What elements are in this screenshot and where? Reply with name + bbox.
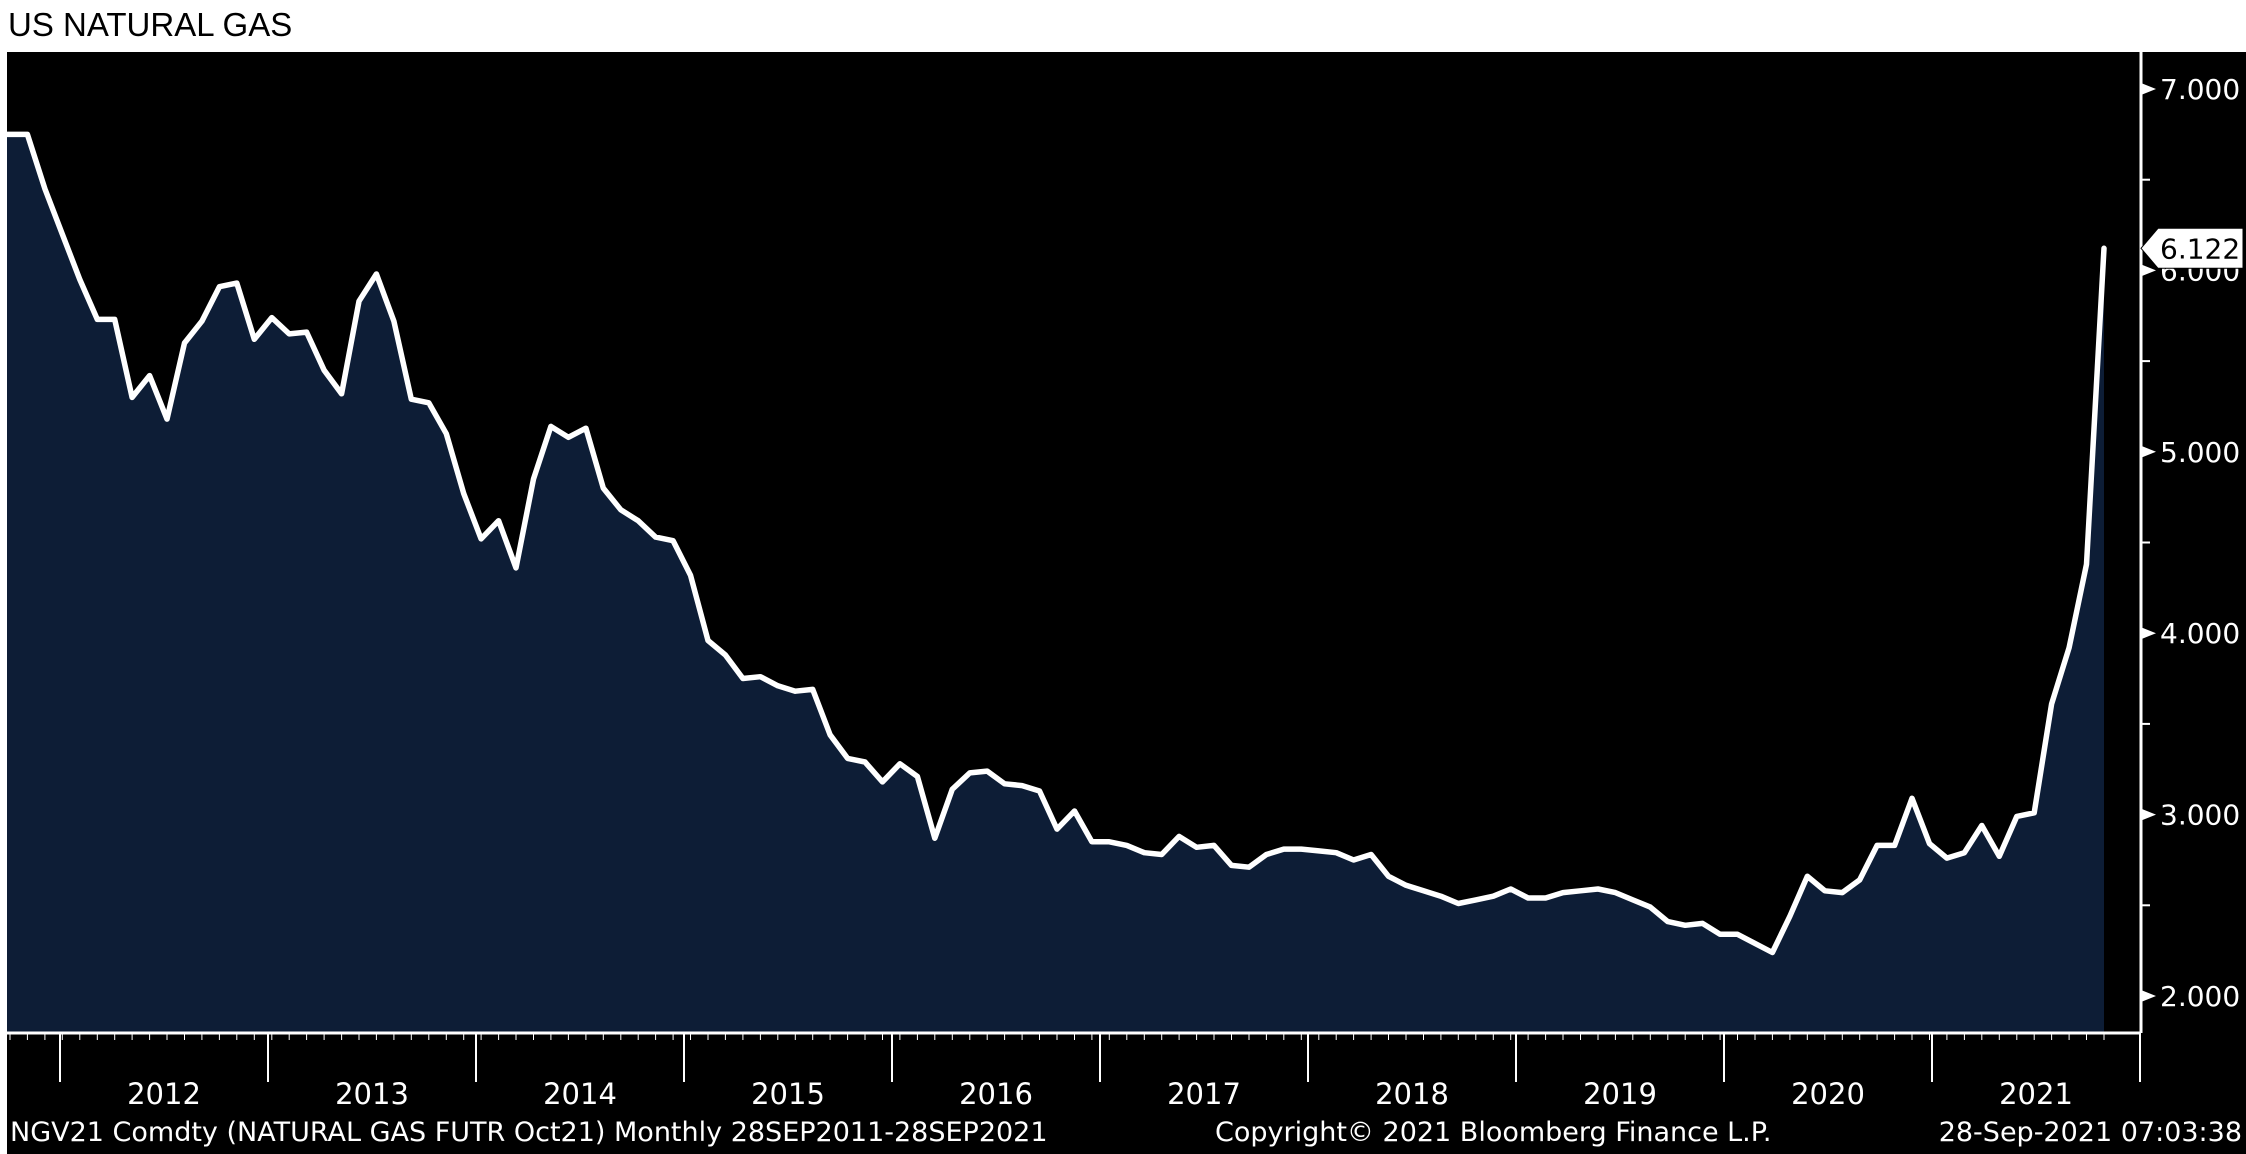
y-tick-label: 2.000 (2160, 980, 2240, 1013)
last-value-tag (2140, 227, 2244, 269)
x-tick-label: 2018 (1375, 1077, 1449, 1111)
footer-timestamp: 28-Sep-2021 07:03:38 (1938, 1117, 2242, 1148)
x-tick-label: 2017 (1167, 1077, 1241, 1111)
footer-copyright: Copyright© 2021 Bloomberg Finance L.P. (1215, 1117, 1772, 1148)
series-area (7, 134, 2104, 1032)
y-tick (2141, 445, 2156, 458)
x-tick-label: 2015 (751, 1077, 825, 1111)
y-tick (2141, 83, 2156, 95)
y-tick-label: 4.000 (2160, 617, 2240, 650)
x-tick-label: 2021 (1999, 1077, 2073, 1111)
x-tick-label: 2014 (543, 1077, 617, 1111)
x-tick-label: 2016 (959, 1077, 1033, 1111)
y-tick-label: 7.000 (2160, 73, 2240, 106)
x-tick-label: 2019 (1583, 1077, 1657, 1111)
y-tick (2141, 627, 2156, 640)
chart-title: US NATURAL GAS (8, 6, 293, 43)
footer-ticker-info: NGV21 Comdty (NATURAL GAS FUTR Oct21) Mo… (10, 1117, 1048, 1148)
x-tick-label: 2012 (127, 1077, 201, 1111)
x-tick-label: 2020 (1791, 1077, 1865, 1111)
series-line (4, 131, 2107, 956)
x-tick-label: 2013 (335, 1077, 409, 1111)
y-tick-label: 5.000 (2160, 436, 2240, 469)
last-value-label: 6.122 (2160, 232, 2240, 265)
y-tick-label: 3.000 (2160, 799, 2240, 832)
y-tick (2141, 264, 2156, 277)
y-tick (2141, 990, 2156, 1002)
y-tick (2141, 808, 2156, 821)
